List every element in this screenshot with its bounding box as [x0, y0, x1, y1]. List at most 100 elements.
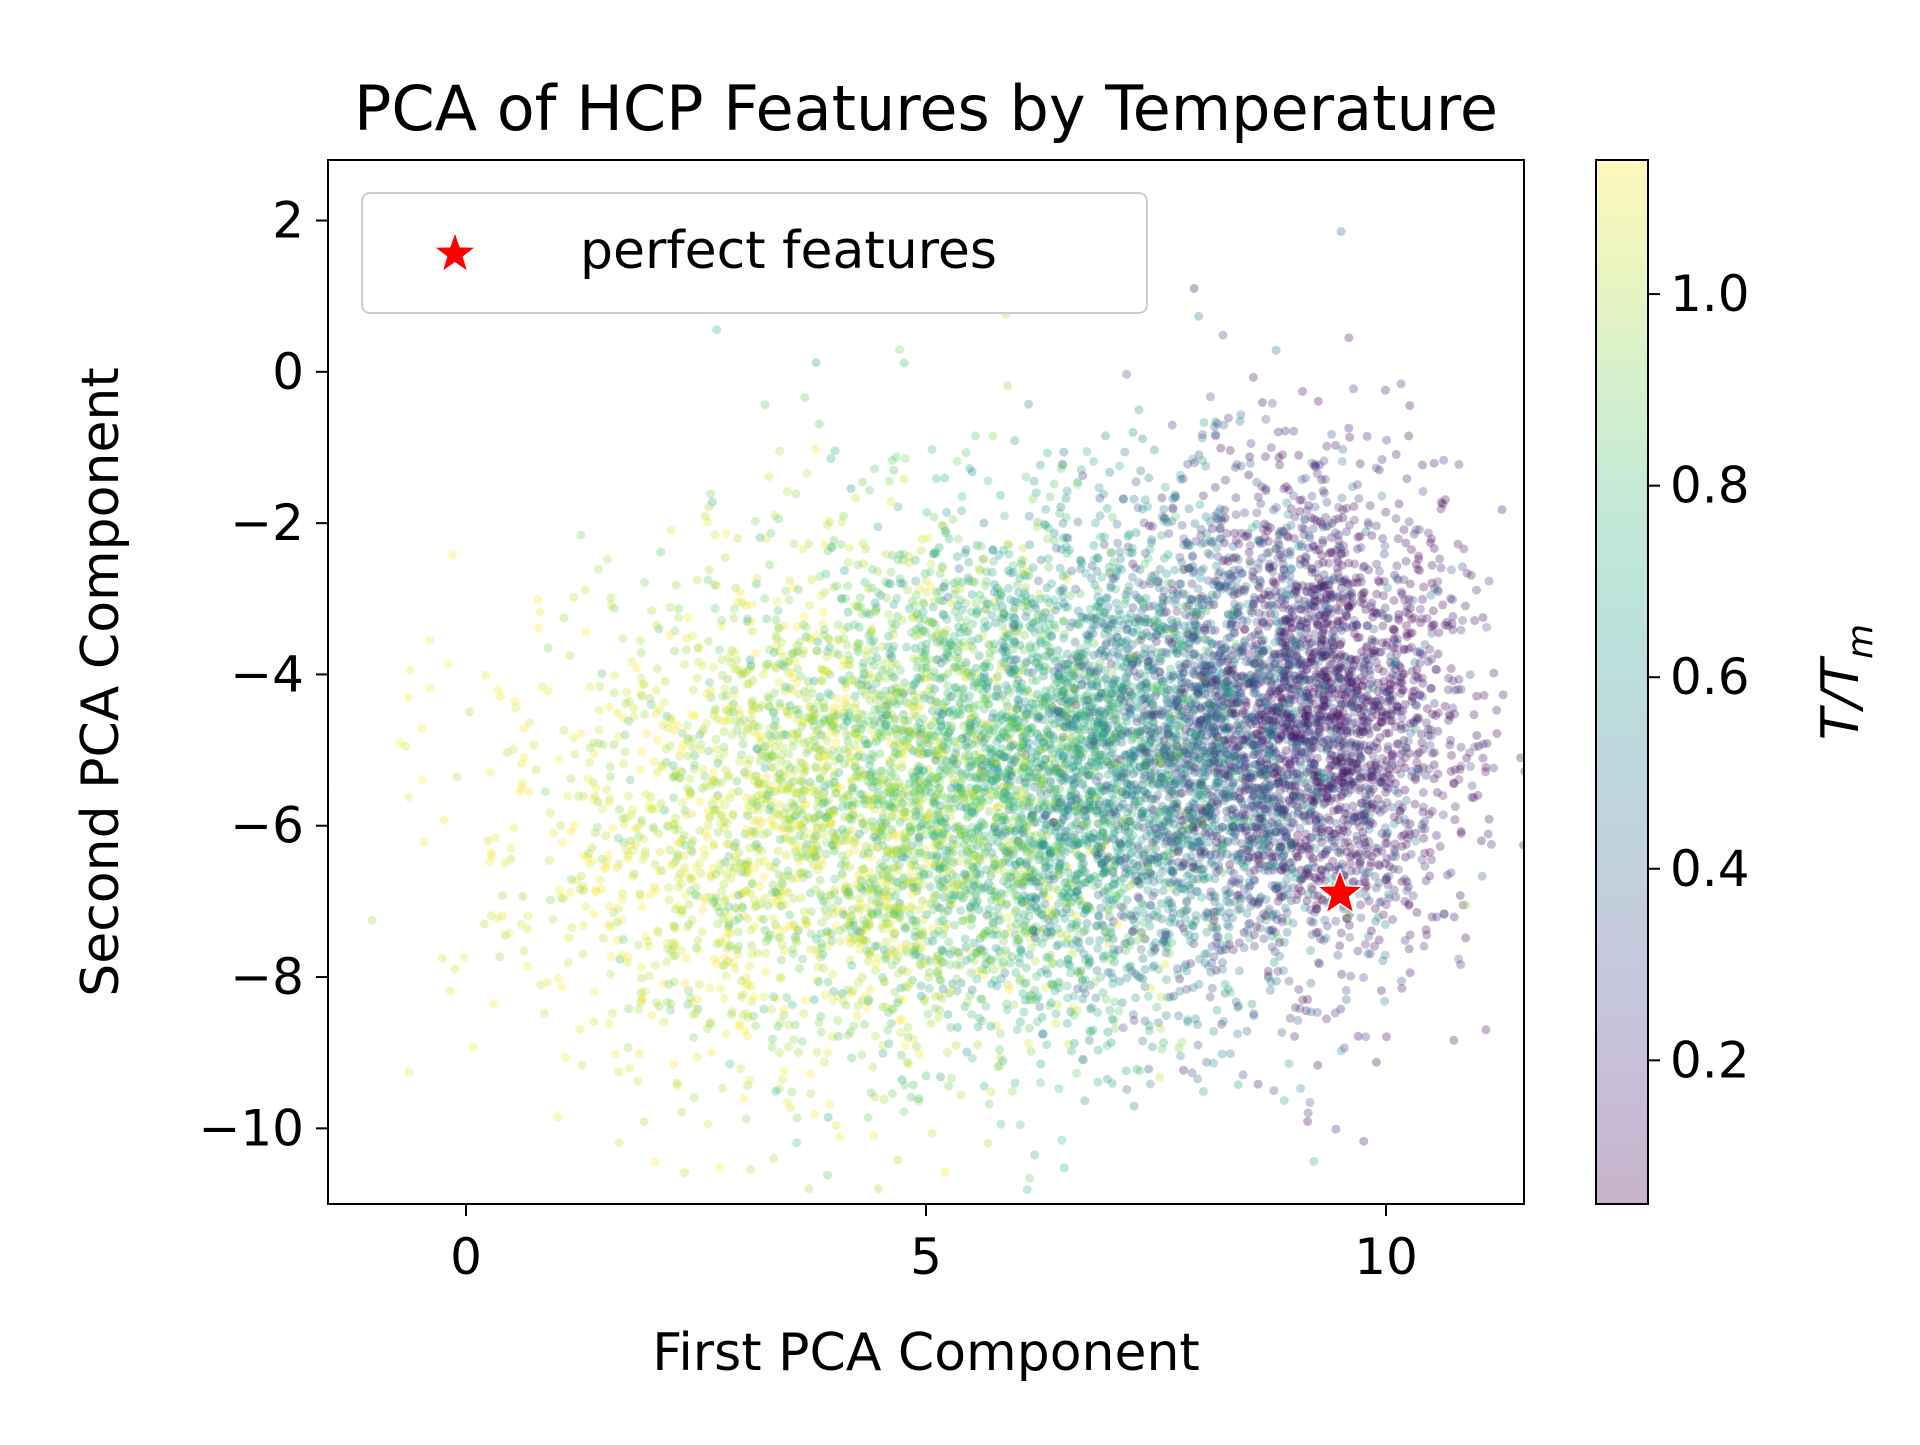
scatter-point: [1492, 729, 1502, 738]
scatter-point: [899, 833, 909, 843]
scatter-point: [1121, 1066, 1131, 1076]
scatter-point: [977, 754, 987, 764]
scatter-point: [830, 648, 840, 658]
scatter-point: [801, 748, 811, 758]
scatter-point: [1230, 628, 1240, 638]
scatter-point: [589, 987, 599, 997]
scatter-point: [1363, 695, 1373, 705]
scatter-point: [789, 673, 799, 683]
scatter-point: [419, 837, 429, 847]
scatter-point: [1125, 962, 1134, 972]
scatter-point: [687, 710, 697, 720]
scatter-point: [1191, 911, 1201, 920]
scatter-point: [798, 620, 808, 630]
scatter-point: [565, 651, 575, 661]
scatter-point: [994, 550, 1004, 560]
scatter-point: [1028, 928, 1038, 938]
scatter-point: [1180, 610, 1190, 620]
scatter-point: [1010, 929, 1020, 939]
scatter-point: [1225, 687, 1234, 697]
scatter-point: [1045, 1001, 1055, 1011]
scatter-point: [1296, 632, 1305, 642]
scatter-point: [1202, 528, 1212, 538]
scatter-point: [1306, 946, 1316, 955]
scatter-point: [1103, 757, 1112, 767]
scatter-point: [761, 967, 771, 977]
scatter-point: [858, 663, 868, 673]
scatter-point: [1172, 721, 1182, 731]
scatter-point: [1242, 856, 1252, 866]
scatter-point: [866, 946, 876, 956]
scatter-point: [704, 565, 714, 575]
scatter-point: [1439, 455, 1449, 465]
scatter-point: [1269, 751, 1278, 760]
scatter-point: [789, 799, 799, 809]
scatter-point: [1278, 708, 1288, 718]
scatter-point: [1001, 772, 1011, 782]
scatter-point: [557, 838, 567, 848]
scatter-point: [1122, 625, 1132, 635]
scatter-point: [778, 1075, 788, 1085]
scatter-point: [1356, 543, 1366, 552]
scatter-point: [1169, 701, 1179, 711]
scatter-point: [819, 1057, 829, 1067]
scatter-point: [926, 1019, 936, 1028]
scatter-point: [1037, 939, 1047, 949]
scatter-point: [650, 960, 660, 970]
scatter-point: [1284, 976, 1294, 986]
scatter-point: [1036, 780, 1046, 790]
scatter-point: [1346, 971, 1356, 981]
scatter-point: [1207, 983, 1217, 993]
scatter-point: [1115, 684, 1125, 694]
scatter-point: [812, 803, 822, 813]
scatter-point: [804, 1184, 814, 1194]
scatter-point: [1149, 445, 1159, 455]
scatter-point: [775, 800, 784, 809]
scatter-point: [1482, 622, 1492, 632]
scatter-point: [841, 887, 851, 897]
scatter-point: [1282, 927, 1292, 937]
scatter-point: [1145, 1079, 1155, 1089]
scatter-point: [1286, 679, 1296, 688]
scatter-point: [681, 645, 691, 655]
scatter-point: [1144, 1021, 1154, 1031]
scatter-point: [850, 691, 860, 701]
scatter-point: [1027, 676, 1037, 685]
scatter-point: [1105, 467, 1115, 477]
scatter-point: [1336, 712, 1346, 722]
scatter-point: [1417, 738, 1427, 748]
scatter-point: [692, 575, 702, 585]
scatter-point: [928, 829, 938, 839]
scatter-point: [784, 1020, 794, 1030]
scatter-point: [1340, 548, 1350, 558]
scatter-point: [917, 930, 927, 940]
scatter-point: [967, 590, 977, 600]
scatter-point: [649, 757, 659, 767]
scatter-point: [613, 833, 623, 843]
scatter-point: [1456, 826, 1466, 836]
scatter-point: [404, 1067, 414, 1077]
scatter-point: [823, 1112, 833, 1122]
scatter-point: [715, 645, 724, 655]
scatter-point: [487, 851, 497, 861]
scatter-point: [1147, 1042, 1157, 1052]
scatter-point: [1336, 227, 1346, 236]
scatter-point: [664, 883, 674, 892]
scatter-point: [623, 1042, 633, 1052]
scatter-point: [1242, 1026, 1252, 1036]
scatter-point: [1331, 916, 1341, 926]
scatter-point: [710, 603, 720, 613]
scatter-point: [1261, 486, 1271, 496]
scatter-point: [543, 977, 552, 987]
scatter-point: [1085, 833, 1095, 842]
scatter-point: [854, 894, 864, 904]
scatter-point: [739, 1094, 749, 1104]
scatter-point: [944, 937, 954, 947]
scatter-point: [1106, 968, 1116, 978]
scatter-point: [1292, 660, 1302, 670]
scatter-point: [1300, 770, 1310, 780]
scatter-point: [1270, 637, 1280, 647]
scatter-point: [585, 757, 595, 767]
